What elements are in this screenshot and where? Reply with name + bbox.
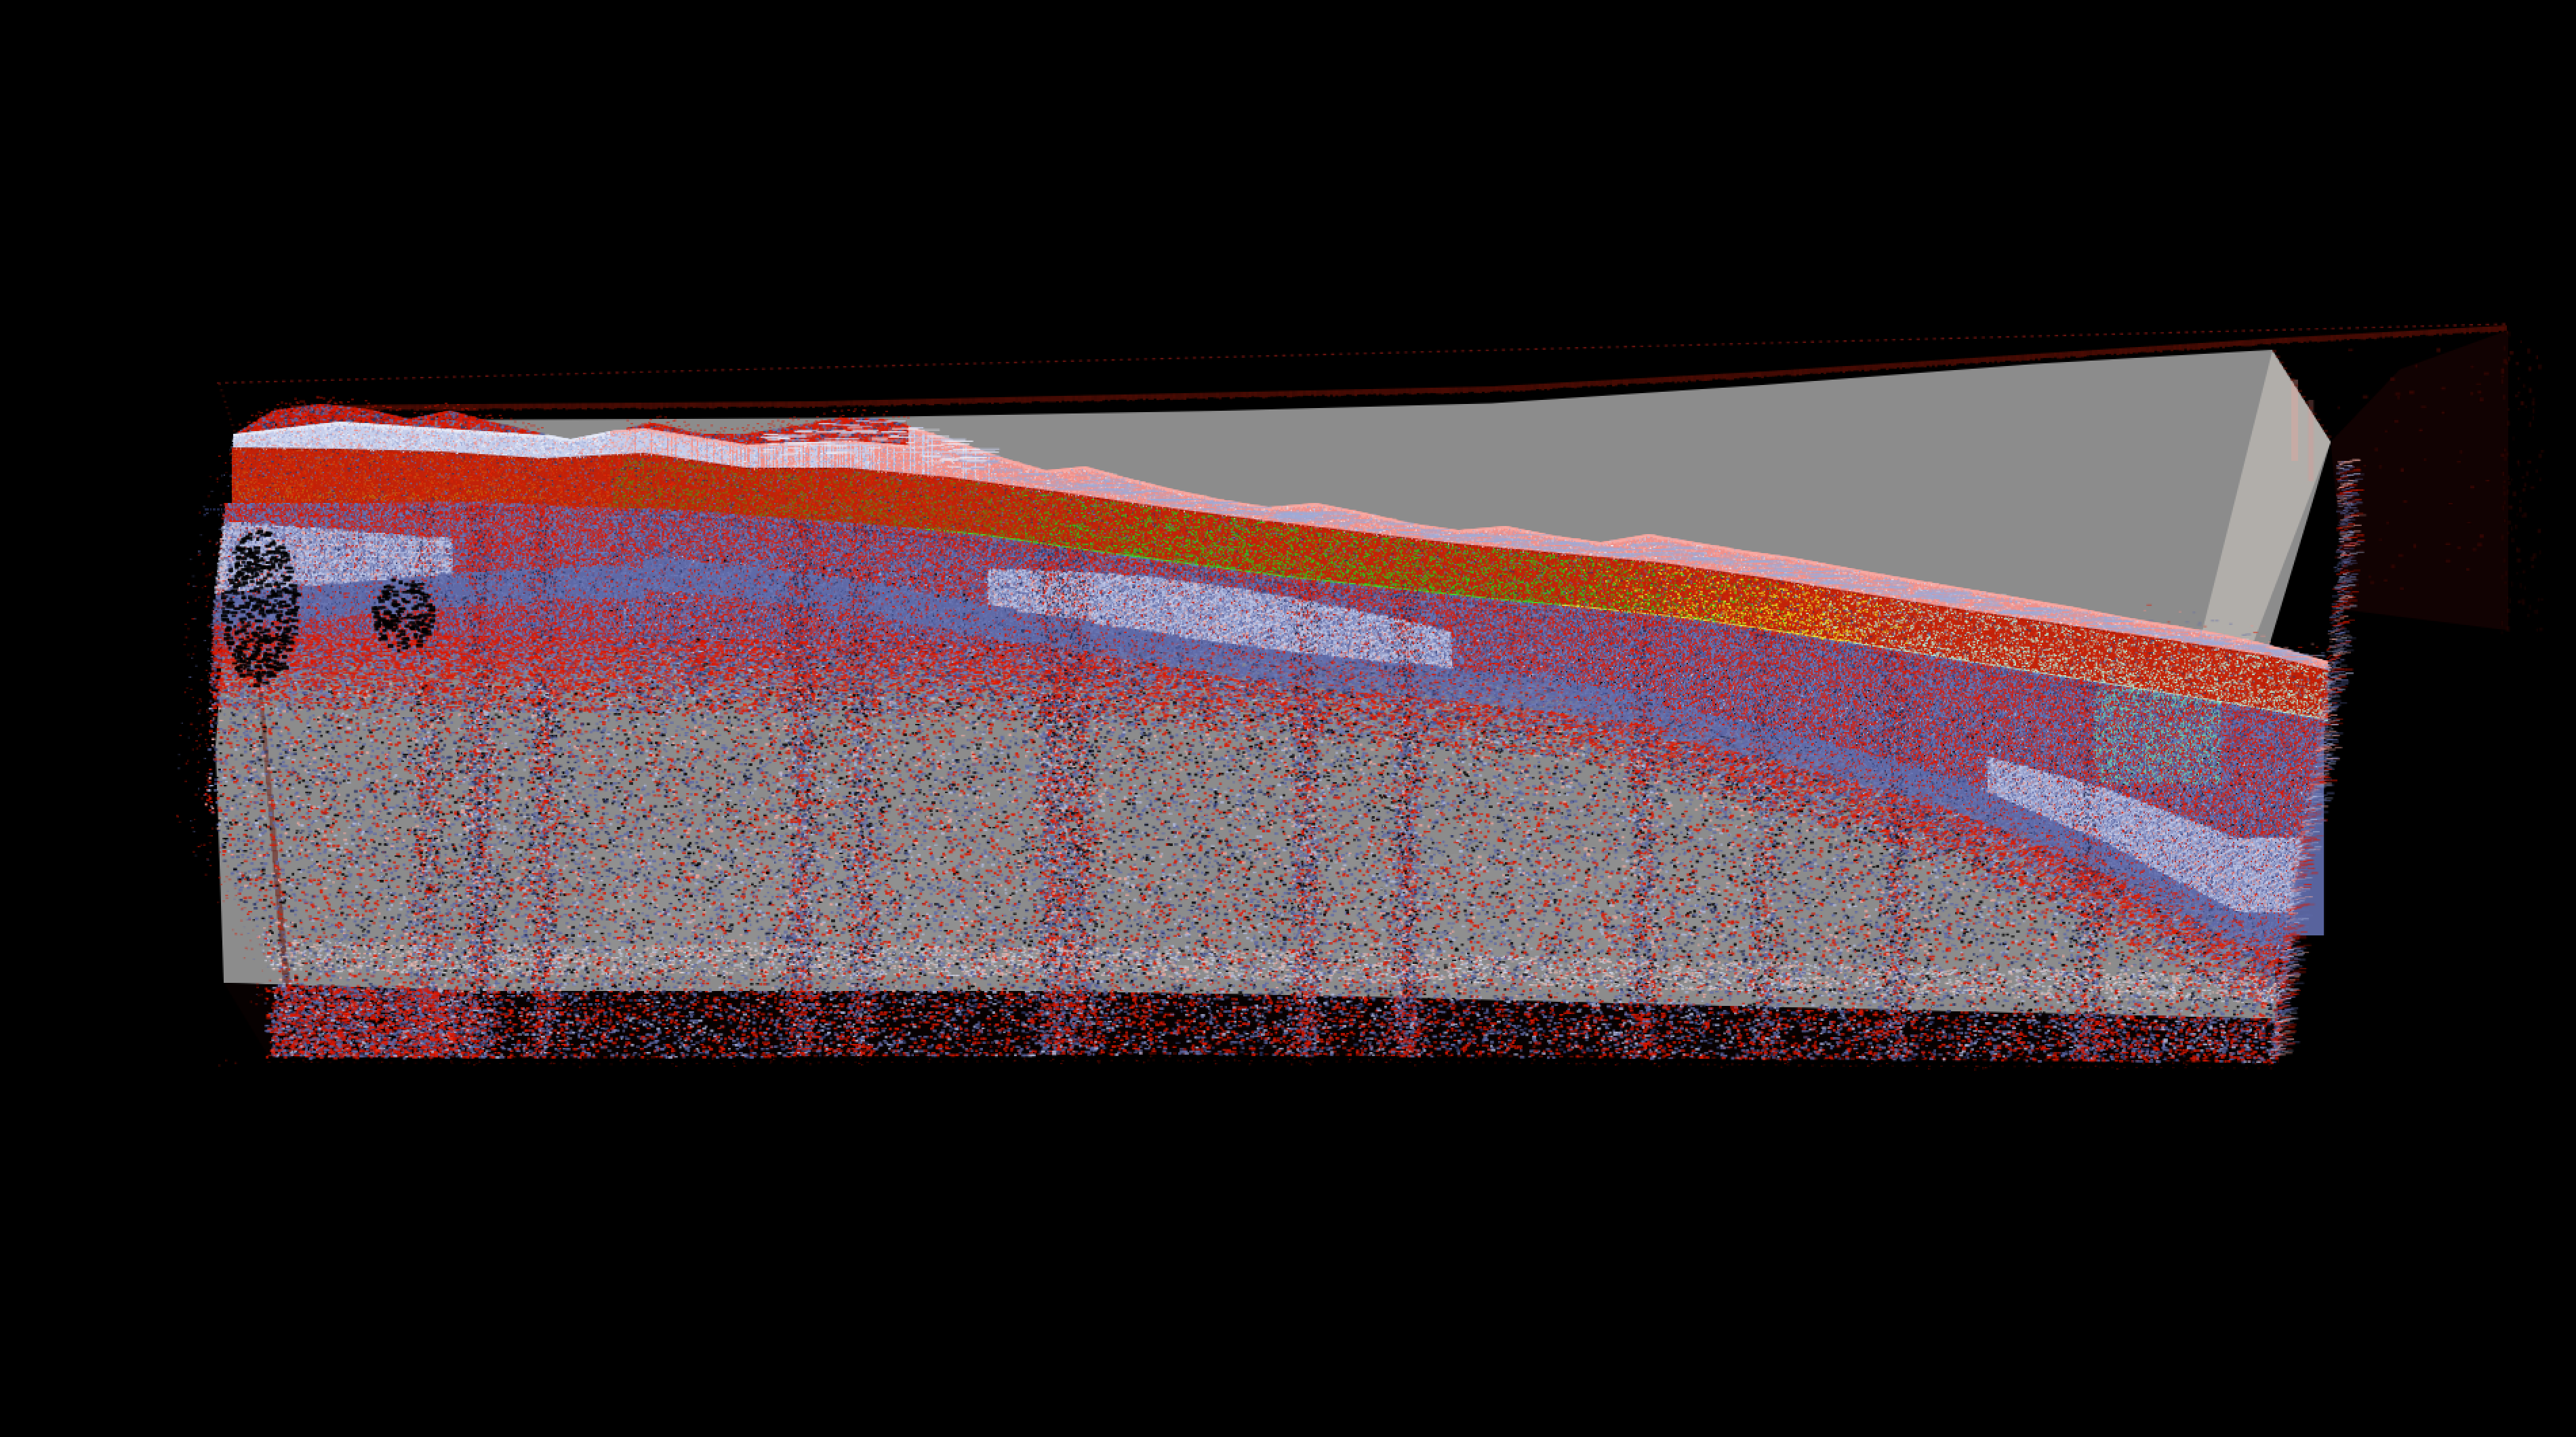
app-root: { "meta": { "description": "3D volumetri… [0, 0, 2576, 1437]
volume-render-canvas [0, 0, 2576, 1437]
viewport-3d[interactable] [0, 0, 2576, 1437]
